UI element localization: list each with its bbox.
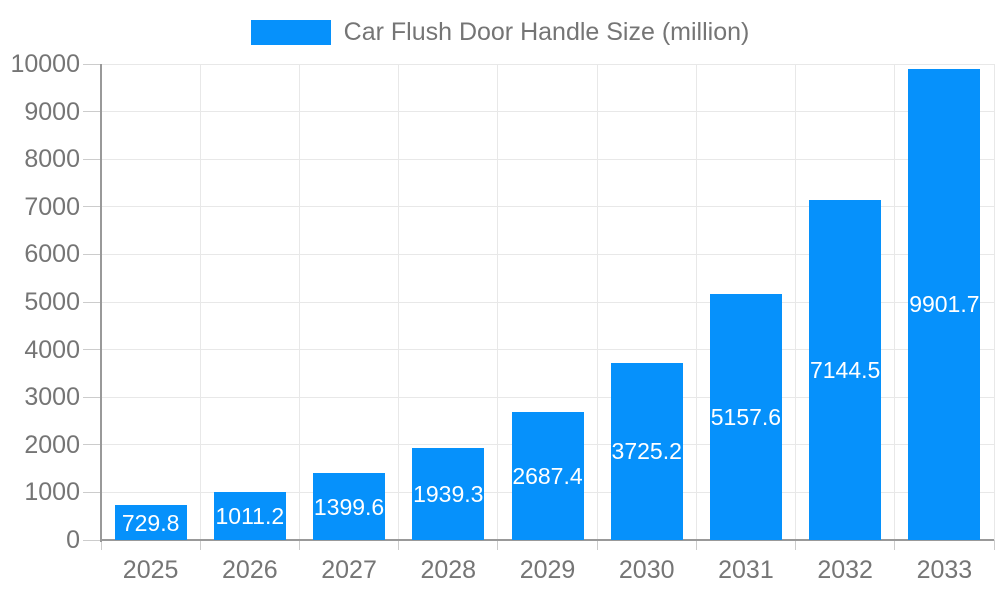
y-axis-tick-label: 6000 bbox=[24, 240, 80, 269]
bar-2030[interactable] bbox=[610, 362, 683, 540]
y-axis-tick-label: 1000 bbox=[24, 478, 80, 507]
y-axis-tick-label: 10000 bbox=[10, 50, 80, 78]
gridline-vertical bbox=[298, 64, 300, 540]
gridline-vertical bbox=[795, 64, 797, 540]
x-axis-tick bbox=[695, 540, 697, 550]
gridline-horizontal bbox=[101, 253, 994, 255]
bar-2028[interactable] bbox=[412, 447, 485, 540]
legend[interactable]: Car Flush Door Handle Size (million) bbox=[0, 18, 1000, 47]
y-axis-line bbox=[100, 64, 102, 542]
x-axis-tick bbox=[894, 540, 896, 550]
x-axis-tick-label: 2025 bbox=[122, 556, 179, 584]
gridline-horizontal bbox=[101, 301, 994, 303]
y-axis-tick-label: 3000 bbox=[24, 383, 80, 412]
gridline-vertical bbox=[497, 64, 499, 540]
bar-2027[interactable] bbox=[313, 473, 386, 540]
x-axis-tick bbox=[993, 540, 995, 550]
x-axis-tick bbox=[398, 540, 400, 550]
gridline-vertical bbox=[894, 64, 896, 540]
bar-2032[interactable] bbox=[809, 199, 882, 540]
x-axis-tick bbox=[298, 540, 300, 550]
x-axis-tick-label: 2030 bbox=[618, 556, 675, 584]
bar-2031[interactable] bbox=[709, 294, 782, 540]
legend-label: Car Flush Door Handle Size (million) bbox=[343, 18, 750, 46]
x-axis-tick-label: 2027 bbox=[321, 556, 377, 584]
x-axis-tick-label: 2033 bbox=[916, 556, 973, 584]
y-axis-tick-label: 2000 bbox=[24, 430, 80, 459]
legend-swatch bbox=[250, 20, 331, 45]
gridline-vertical bbox=[398, 64, 400, 540]
y-axis-tick-label: 4000 bbox=[24, 335, 80, 364]
bar-2033[interactable] bbox=[908, 68, 981, 540]
y-axis-tick bbox=[83, 396, 101, 398]
x-axis-tick-label: 2032 bbox=[817, 556, 873, 584]
y-axis-tick-label: 9000 bbox=[24, 97, 80, 126]
y-axis-tick bbox=[83, 444, 101, 446]
x-axis-tick bbox=[497, 540, 499, 550]
y-axis-tick-label: 7000 bbox=[24, 192, 80, 221]
x-axis-tick bbox=[199, 540, 201, 550]
y-axis-tick bbox=[83, 63, 101, 65]
bar-2026[interactable] bbox=[213, 491, 286, 540]
y-axis-tick bbox=[83, 349, 101, 351]
gridline-vertical bbox=[993, 64, 995, 540]
y-axis-tick bbox=[83, 253, 101, 255]
y-axis-tick bbox=[83, 491, 101, 493]
bar-2029[interactable] bbox=[511, 412, 584, 540]
gridline-horizontal bbox=[101, 63, 994, 65]
x-axis-tick bbox=[596, 540, 598, 550]
y-axis-tick bbox=[83, 301, 101, 303]
gridline-horizontal bbox=[101, 158, 994, 160]
y-axis-tick-label: 8000 bbox=[24, 145, 80, 174]
x-axis-tick bbox=[100, 540, 102, 550]
y-axis-tick-label: 5000 bbox=[24, 288, 80, 316]
x-axis-tick-label: 2026 bbox=[222, 556, 278, 584]
gridline-vertical bbox=[199, 64, 201, 540]
x-axis-tick-label: 2028 bbox=[420, 556, 477, 584]
bar-2025[interactable] bbox=[114, 505, 187, 540]
x-axis-tick-label: 2029 bbox=[519, 556, 576, 584]
gridline-vertical bbox=[596, 64, 598, 540]
gridline-horizontal bbox=[101, 349, 994, 351]
gridline-horizontal bbox=[101, 111, 994, 113]
y-axis-tick bbox=[83, 111, 101, 113]
y-axis-tick bbox=[83, 539, 101, 541]
gridline-horizontal bbox=[101, 396, 994, 398]
gridline-vertical bbox=[695, 64, 697, 540]
y-axis-tick bbox=[83, 158, 101, 160]
gridline-horizontal bbox=[101, 206, 994, 208]
x-axis-tick bbox=[795, 540, 797, 550]
y-axis-tick bbox=[83, 206, 101, 208]
y-axis-tick-label: 0 bbox=[66, 526, 80, 554]
x-axis-tick-label: 2031 bbox=[718, 556, 774, 584]
x-axis-line bbox=[100, 539, 994, 541]
